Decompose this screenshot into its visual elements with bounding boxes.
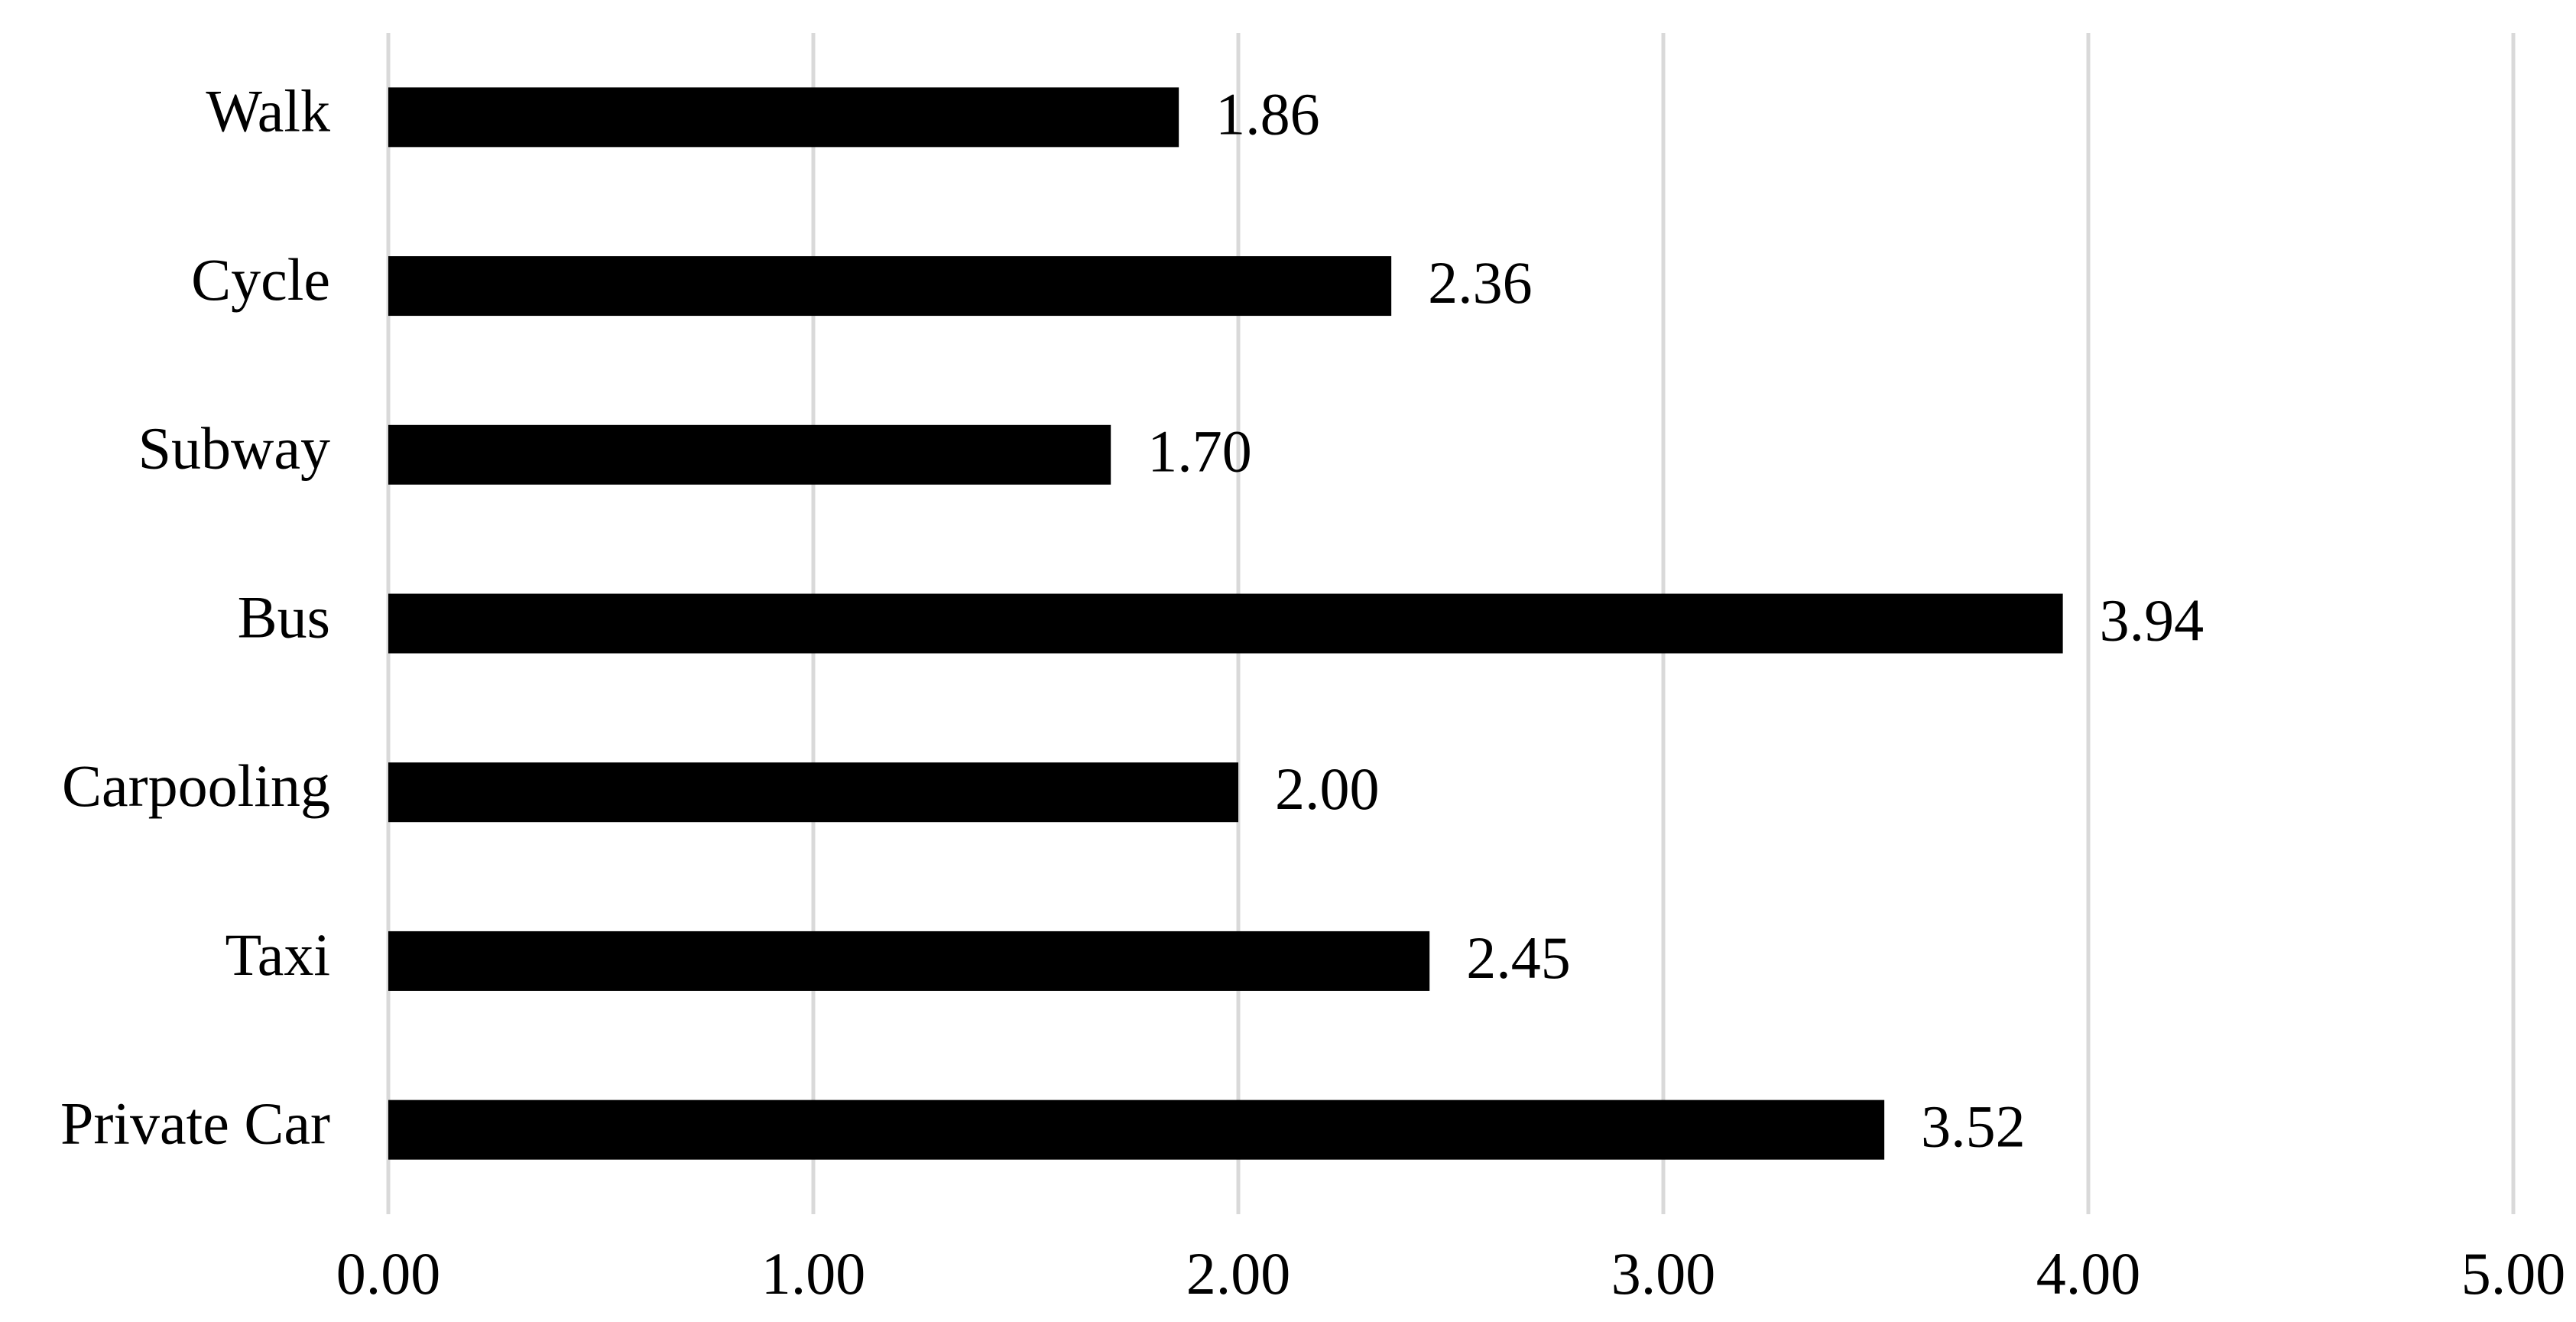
y-tick-label: Bus	[238, 583, 330, 650]
bar	[388, 593, 2063, 654]
x-tick-label: 3.00	[1611, 1240, 1716, 1307]
value-label: 1.86	[1215, 80, 1320, 147]
bar	[388, 424, 1111, 485]
value-label: 3.94	[2100, 586, 2205, 653]
value-label: 2.45	[1466, 924, 1571, 991]
value-label: 1.70	[1147, 418, 1252, 485]
x-tick-label: 2.00	[1186, 1240, 1291, 1307]
value-label: 2.00	[1275, 755, 1380, 822]
x-tick-label: 5.00	[2461, 1240, 2566, 1307]
y-tick-label: Private Car	[60, 1090, 330, 1157]
x-tick-label: 1.00	[761, 1240, 866, 1307]
bar	[388, 762, 1238, 823]
x-tick-label: 4.00	[2036, 1240, 2141, 1307]
bar	[388, 931, 1430, 991]
y-tick-label: Carpooling	[62, 752, 330, 819]
y-tick-label: Walk	[206, 77, 330, 144]
bar	[388, 87, 1179, 148]
bar	[388, 1100, 1885, 1160]
bar	[388, 256, 1392, 317]
y-tick-label: Taxi	[225, 921, 331, 988]
value-label: 3.52	[1921, 1093, 2026, 1160]
x-tick-label: 0.00	[336, 1240, 441, 1307]
value-label: 2.36	[1428, 249, 1533, 316]
y-tick-label: Cycle	[191, 246, 330, 313]
y-tick-label: Subway	[138, 415, 330, 482]
